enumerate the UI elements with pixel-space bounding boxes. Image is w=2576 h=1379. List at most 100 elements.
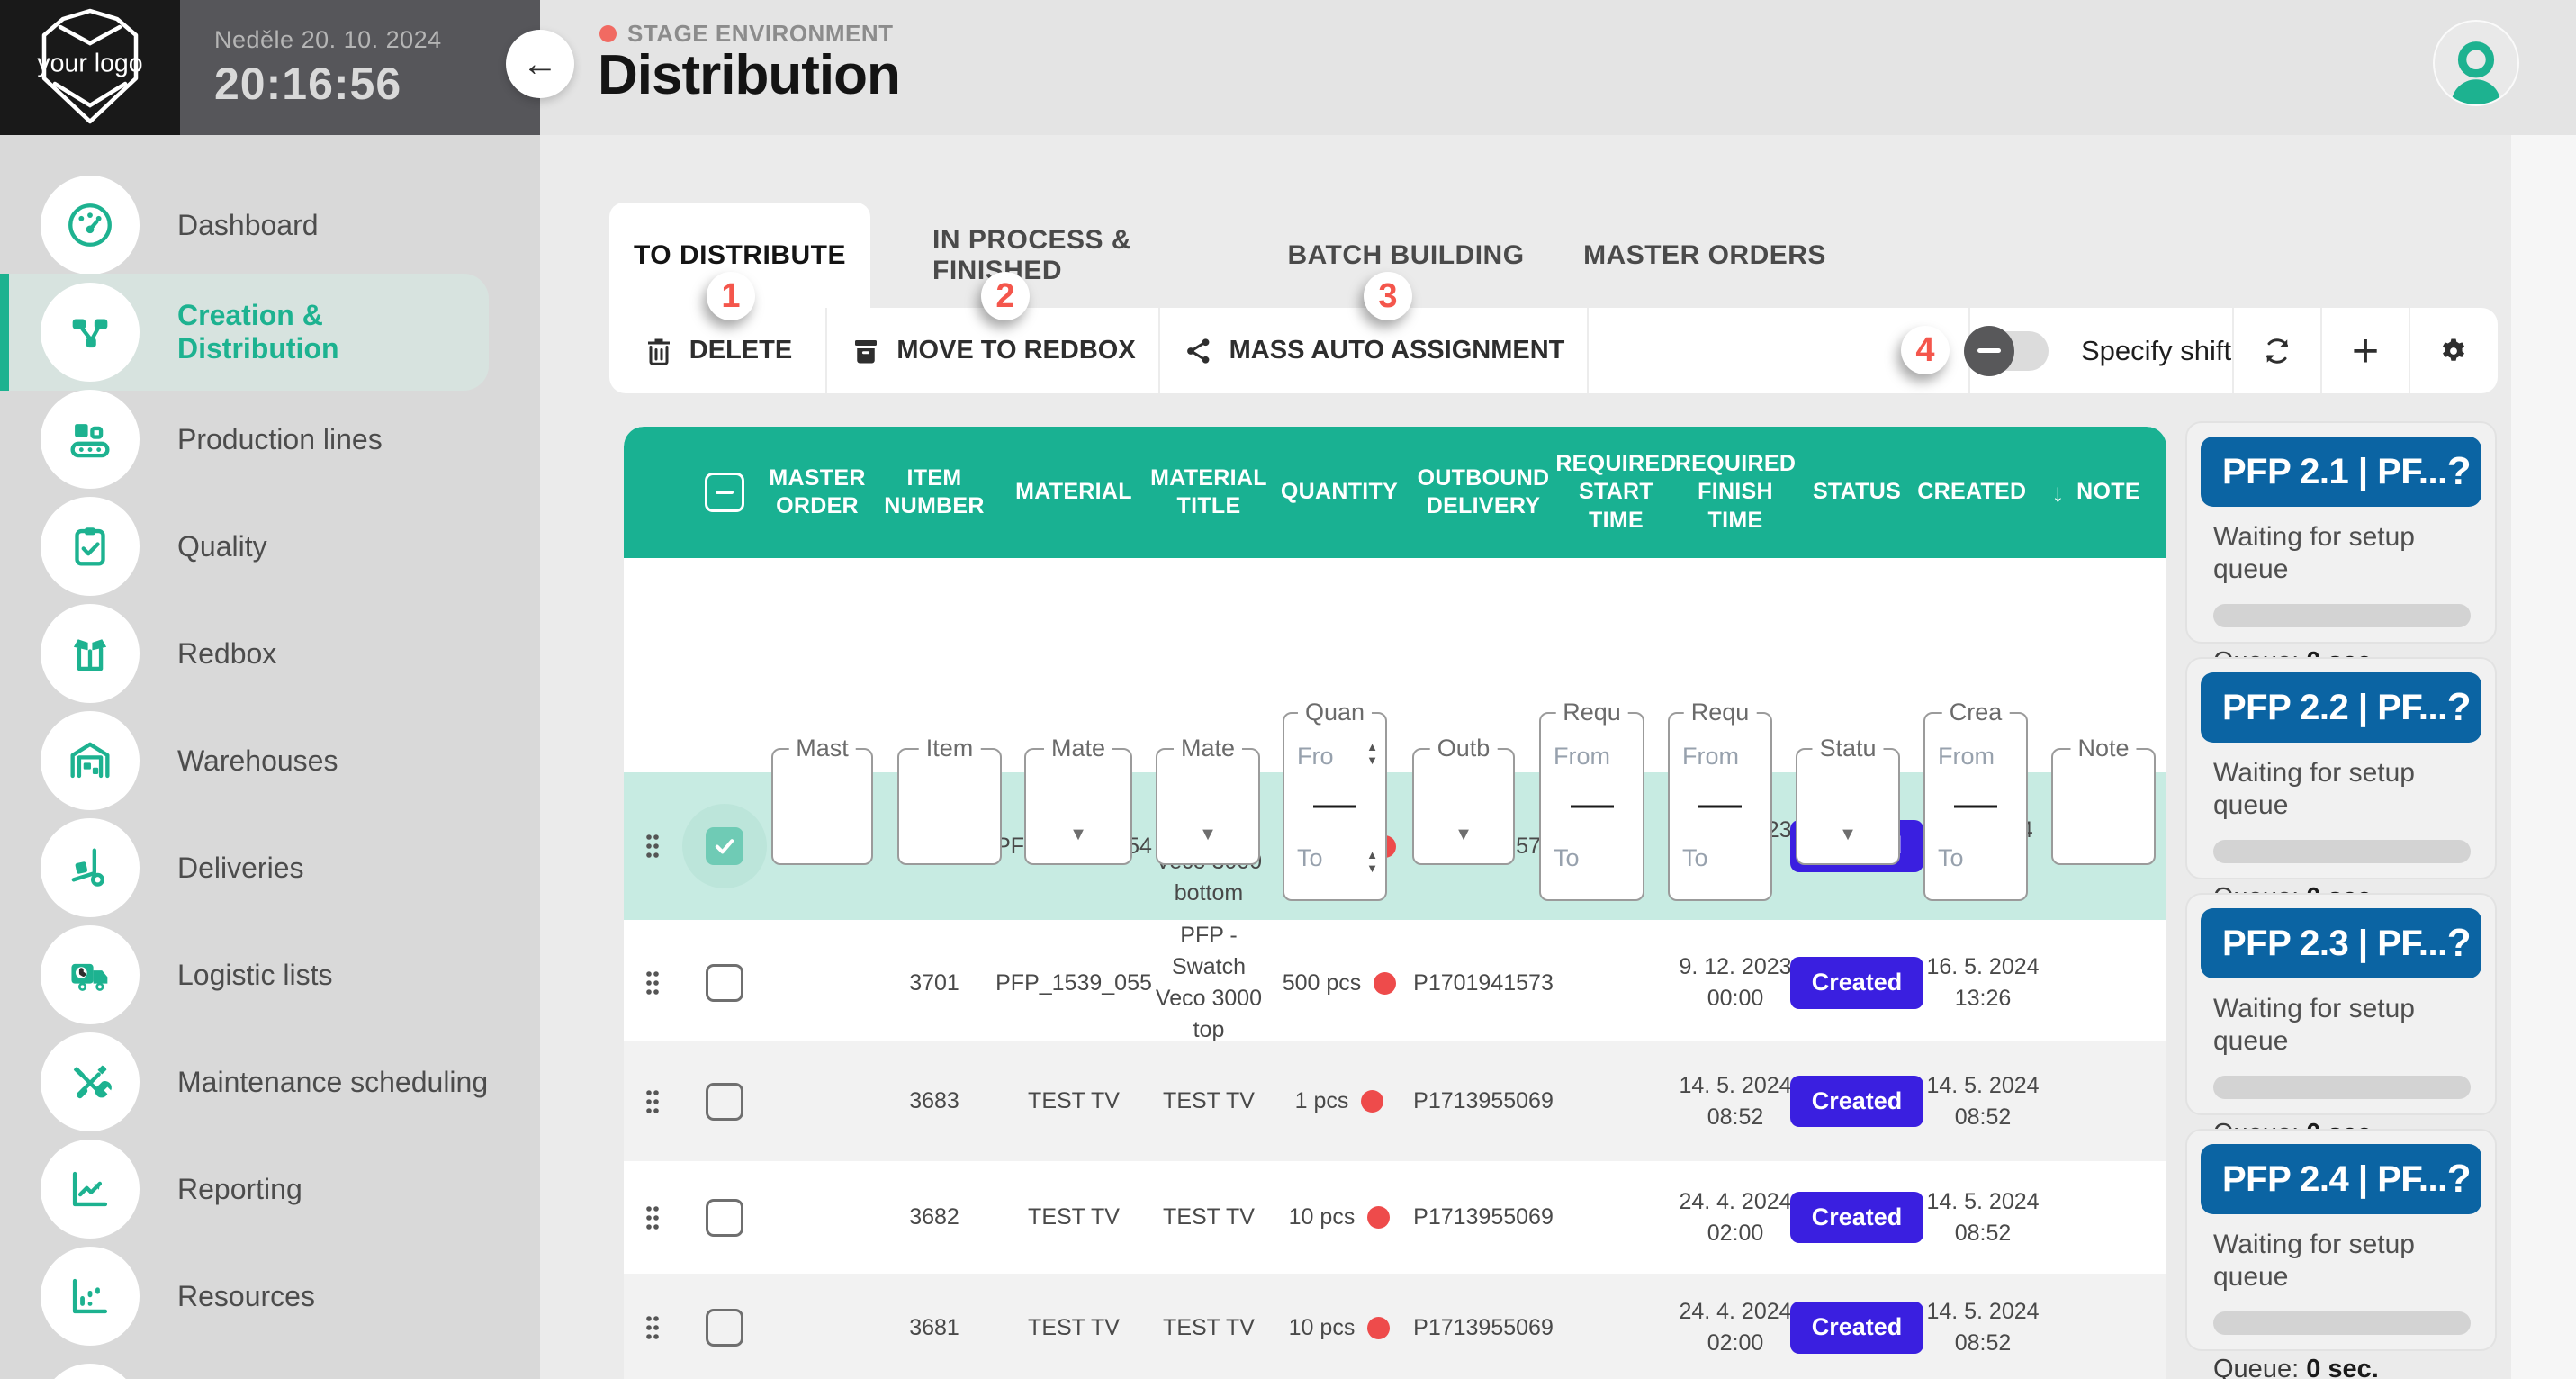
toolbar-divider <box>2232 308 2234 393</box>
help-icon[interactable]: ? <box>2446 685 2472 729</box>
redbox-icon <box>855 339 878 363</box>
row-checkbox[interactable] <box>681 772 768 920</box>
delete-button[interactable]: DELETE <box>609 308 825 393</box>
select-all-checkbox[interactable] <box>681 427 768 558</box>
col-status[interactable]: STATUS <box>1812 479 1902 505</box>
main-content: TO DISTRIBUTE IN PROCESS & FINISHED BATC… <box>540 135 2576 1379</box>
priority-dot-icon <box>1361 1090 1384 1113</box>
filter-created-range[interactable]: Crea From To <box>1923 699 2028 901</box>
col-item-number[interactable]: ITEM NUMBER <box>884 464 985 518</box>
filter-item-number[interactable]: Item <box>897 735 1002 865</box>
filter-status-select[interactable]: Statu ▼ <box>1796 735 1900 865</box>
cell-created: 14. 5. 2024 08:52 <box>1915 1041 2050 1161</box>
row-checkbox[interactable] <box>681 1041 768 1161</box>
logo-text: your logo <box>37 50 142 78</box>
sidebar-item-dashboard[interactable]: Dashboard <box>0 176 540 275</box>
move-to-redbox-button[interactable]: MOVE TO REDBOX <box>827 308 1158 393</box>
drag-handle[interactable] <box>624 772 681 920</box>
mass-auto-assignment-button[interactable]: MASS AUTO ASSIGNMENT <box>1160 308 1587 393</box>
tab-to-distribute[interactable]: TO DISTRIBUTE <box>609 203 870 308</box>
tab-batch-building[interactable]: BATCH BUILDING <box>1287 239 1525 270</box>
filter-master-order[interactable]: Mast <box>771 735 873 865</box>
cell-material-title: TEST TV <box>1163 1204 1255 1230</box>
settings-button[interactable] <box>2410 308 2497 393</box>
col-note[interactable]: NOTE <box>2076 479 2140 505</box>
filter-required-finish-range[interactable]: Requ From To <box>1668 699 1772 901</box>
drag-handle[interactable] <box>624 1274 681 1379</box>
col-material-title[interactable]: MATERIAL TITLE <box>1150 464 1267 518</box>
sidebar-item-maintenance[interactable]: Maintenance scheduling <box>0 1032 540 1131</box>
sidebar-item-logistic-lists[interactable]: Logistic lists <box>0 925 540 1024</box>
cell-item-number: 3701 <box>909 969 959 996</box>
add-button[interactable]: + <box>2322 308 2409 393</box>
cell-required-finish: 24. 4. 2024 02:00 <box>1672 1274 1798 1379</box>
table-row[interactable]: 3683 TEST TV TEST TV 1 pcs P1713955069 1… <box>624 1041 2166 1161</box>
help-icon[interactable]: ? <box>2446 449 2472 493</box>
created-time: 08:52 <box>1954 1330 2012 1356</box>
cell-outbound: P1701941573 <box>1413 969 1554 996</box>
cell-quantity: 10 pcs <box>1272 1274 1407 1379</box>
spinner-icons[interactable]: ▲ ▼ <box>1366 849 1378 874</box>
filter-required-start-range[interactable]: Requ From To <box>1539 699 1644 901</box>
environment-dot-icon <box>599 25 617 42</box>
drag-handle[interactable] <box>624 920 681 1046</box>
sidebar-item-creation-distribution[interactable]: Creation & Distribution <box>0 274 489 391</box>
col-outbound-delivery[interactable]: OUTBOUND DELIVERY <box>1417 464 1550 518</box>
current-time: 20:16:56 <box>214 58 402 109</box>
drag-handle[interactable] <box>624 1161 681 1274</box>
unchecked-checkbox-icon <box>706 1309 743 1347</box>
row-checkbox[interactable] <box>681 1161 768 1274</box>
back-button[interactable]: ← <box>506 30 574 98</box>
sidebar-item-quality[interactable]: Quality <box>0 497 540 596</box>
table-row[interactable]: 3681 TEST TV TEST TV 10 pcs P1713955069 … <box>624 1274 2166 1379</box>
spinner-icons[interactable]: ▲ ▼ <box>1366 741 1378 766</box>
cell-status: Created <box>1789 1041 1924 1161</box>
sidebar-item-production-lines[interactable]: Production lines <box>0 390 540 489</box>
filter-outbound-select[interactable]: Outb ▼ <box>1412 735 1515 865</box>
drag-handle[interactable] <box>624 1041 681 1161</box>
table-row[interactable]: 4162 PFP_1539_054 PFP - Swatch Veco 3000… <box>624 772 2166 920</box>
filter-to-placeholder: To <box>1297 844 1323 871</box>
tab-master-orders[interactable]: MASTER ORDERS <box>1583 239 1826 270</box>
sidebar-item-warehouses[interactable]: Warehouses <box>0 711 540 810</box>
sidebar-item-redbox[interactable]: Redbox <box>0 604 540 703</box>
user-avatar-button[interactable] <box>2433 20 2519 106</box>
reporting-icon <box>41 1140 140 1239</box>
sidebar-item-resources[interactable]: Resources <box>0 1247 540 1346</box>
cell-note <box>2050 920 2166 1046</box>
col-quantity[interactable]: QUANTITY <box>1280 479 1399 505</box>
queue-progress-bar <box>2213 1076 2471 1099</box>
filter-material-title-select[interactable]: Mate ▼ <box>1156 735 1260 865</box>
tab-in-process-finished[interactable]: IN PROCESS & FINISHED <box>932 224 1132 285</box>
cell-required-start <box>1560 1161 1672 1274</box>
col-master-order[interactable]: MASTER ORDER <box>769 464 866 518</box>
queue-card-title: PFP 2.4 | PF... <box>2222 1158 2447 1199</box>
queue-card-header[interactable]: PFP 2.4 | PF... ? <box>2201 1144 2481 1214</box>
queue-card-header[interactable]: PFP 2.1 | PF... ? <box>2201 437 2481 507</box>
specify-shift-toggle[interactable] <box>1963 325 2049 376</box>
filter-material-select[interactable]: Mate ▼ <box>1024 735 1132 865</box>
row-checkbox[interactable] <box>681 920 768 1046</box>
sidebar-item-deliveries[interactable]: Deliveries <box>0 818 540 917</box>
specify-shift-control: Specify shift <box>1963 308 2232 393</box>
finish-date: 24. 4. 2024 <box>1679 1188 1792 1214</box>
filter-quantity-range[interactable]: Quan Fro ▲ ▼ To ▲ ▼ <box>1283 699 1387 901</box>
refresh-button[interactable] <box>2234 308 2320 393</box>
help-icon[interactable]: ? <box>2446 1157 2472 1201</box>
queue-card-header[interactable]: PFP 2.3 | PF... ? <box>2201 908 2481 978</box>
filter-label: Requ <box>1683 699 1757 726</box>
table-row[interactable]: 3682 TEST TV TEST TV 10 pcs P1713955069 … <box>624 1161 2166 1274</box>
filter-label: Requ <box>1555 699 1628 726</box>
queue-card-header[interactable]: PFP 2.2 | PF... ? <box>2201 672 2481 743</box>
col-required-finish-time[interactable]: REQUIRED FINISH TIME <box>1674 451 1797 533</box>
col-material[interactable]: MATERIAL <box>1015 479 1132 505</box>
environment-indicator: STAGE ENVIRONMENT <box>599 20 893 48</box>
table-row[interactable]: 3701 PFP_1539_055 PFP - Swatch Veco 3000… <box>624 920 2166 1042</box>
col-created[interactable]: CREATED ↓ <box>1915 427 2064 558</box>
filter-note[interactable]: Note <box>2051 735 2156 865</box>
help-icon[interactable]: ? <box>2446 921 2472 965</box>
sidebar-item-reporting[interactable]: Reporting <box>0 1140 540 1239</box>
row-checkbox[interactable] <box>681 1274 768 1379</box>
col-required-start-time[interactable]: REQUIRED START TIME <box>1555 451 1677 533</box>
